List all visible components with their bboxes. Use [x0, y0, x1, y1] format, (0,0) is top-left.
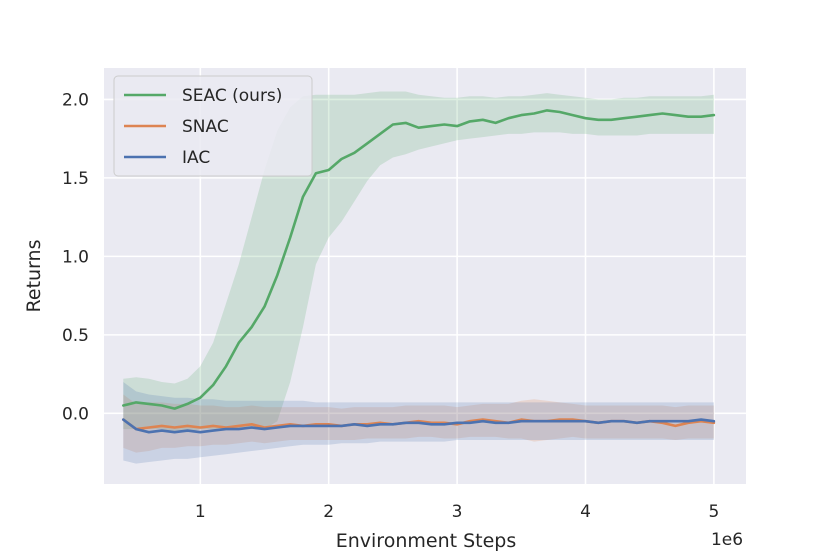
y-tick-label: 0.0 [62, 404, 89, 424]
grid-lines [104, 68, 746, 484]
iac-legend-label: IAC [182, 148, 210, 168]
series-lines [122, 109, 716, 434]
legend-box [113, 75, 313, 177]
x-tick-label: 4 [580, 502, 591, 522]
y-tick-label: 0.5 [62, 326, 89, 346]
iac-series-line [122, 418, 716, 434]
x-tick-labels: 1 2 3 4 5 [195, 502, 719, 522]
x-tick-label: 2 [323, 502, 334, 522]
y-tick-label: 1.0 [62, 247, 89, 267]
snac-legend-label: SNAC [182, 117, 229, 137]
x-offset-label: 1e6 [711, 530, 743, 550]
seac-ours-legend-label: SEAC (ours) [182, 86, 282, 106]
x-tick-label: 3 [452, 502, 463, 522]
x-tick-label: 1 [195, 502, 206, 522]
x-tick-label: 5 [708, 502, 719, 522]
seac-ours-series-line [122, 109, 716, 410]
y-tick-label: 2.0 [62, 90, 89, 110]
seac-ours-confidence-band [123, 91, 714, 433]
y-tick-label: 1.5 [62, 169, 89, 189]
y-tick-labels: 0.0 0.5 1.0 1.5 2.0 [62, 90, 89, 424]
y-axis-label: Returns [23, 240, 45, 313]
legend: SEAC (ours) SNAC IAC [113, 75, 313, 177]
x-axis-label: Environment Steps [336, 530, 517, 552]
